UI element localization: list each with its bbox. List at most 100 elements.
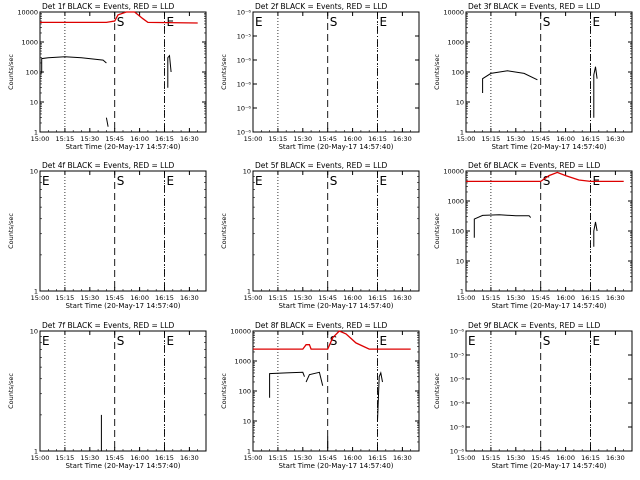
x-tick-label: 15:15 — [56, 294, 75, 302]
x-tick-label: 16:30 — [393, 454, 412, 462]
marker-label-e: E — [42, 174, 50, 188]
x-axis-label: Start Time (20-May-17 14:57:40) — [65, 143, 180, 151]
x-tick-label: 15:15 — [269, 454, 288, 462]
marker-label-s: S — [330, 174, 338, 188]
panel-title: Det 2f BLACK = Events, RED = LLD — [255, 2, 388, 11]
x-tick-label: 15:45 — [531, 294, 550, 302]
y-tick-label: 1 — [247, 288, 251, 296]
y-axis-label: Counts/sec — [433, 54, 441, 90]
panel-title: Det 5f BLACK = Events, RED = LLD — [255, 161, 388, 170]
x-tick-label: 16:30 — [606, 294, 625, 302]
x-tick-label: 15:45 — [531, 454, 550, 462]
x-tick-label: 15:00 — [457, 294, 476, 302]
y-tick-label: 10⁻⁶ — [450, 400, 465, 408]
lld-series-line — [466, 171, 624, 183]
y-tick-label: 1 — [247, 448, 251, 456]
y-axis-label: Counts/sec — [7, 373, 15, 409]
y-tick-label: 100 — [452, 69, 464, 77]
y-tick-label: 10⁻⁶ — [450, 376, 465, 384]
events-series-line — [482, 70, 538, 93]
x-tick-label: 15:00 — [244, 135, 263, 143]
x-tick-label: 16:30 — [180, 454, 199, 462]
y-axis-label: Counts/sec — [433, 373, 441, 409]
x-tick-label: 16:15 — [581, 454, 600, 462]
marker-label-e: E — [42, 334, 50, 348]
marker-label-e: E — [255, 15, 263, 29]
x-tick-label: 16:15 — [581, 135, 600, 143]
y-tick-label: 1 — [460, 288, 464, 296]
y-tick-label: 10000 — [230, 328, 251, 336]
marker-label-s: S — [330, 334, 338, 348]
y-tick-label: 1000 — [234, 358, 251, 366]
y-tick-label: 10⁻⁵ — [450, 352, 465, 360]
y-tick-label: 10⁻⁶ — [237, 81, 252, 89]
x-tick-label: 15:15 — [56, 135, 75, 143]
events-series-line — [305, 371, 324, 386]
y-tick-label: 10 — [456, 99, 464, 107]
y-tick-label: 1 — [460, 129, 464, 137]
panel-title: Det 1f BLACK = Events, RED = LLD — [42, 2, 175, 11]
y-tick-label: 10000 — [443, 168, 464, 176]
y-tick-label: 10 — [30, 99, 38, 107]
panel-title: Det 6f BLACK = Events, RED = LLD — [468, 161, 601, 170]
x-axis-label: Start Time (20-May-17 14:57:40) — [278, 302, 393, 310]
x-tick-label: 16:00 — [130, 135, 149, 143]
x-tick-label: 16:30 — [393, 135, 412, 143]
x-tick-label: 15:45 — [105, 135, 124, 143]
x-tick-label: 16:15 — [155, 454, 174, 462]
y-axis-label: Counts/sec — [7, 54, 15, 90]
y-tick-label: 10 — [30, 328, 38, 336]
x-tick-label: 15:45 — [105, 454, 124, 462]
y-axis-label: Counts/sec — [220, 373, 228, 409]
x-tick-label: 15:45 — [105, 294, 124, 302]
panel-det-5: Det 5f BLACK = Events, RED = LLD Counts/s… — [220, 161, 420, 310]
events-series-line — [167, 54, 172, 88]
y-tick-label: 1000 — [21, 39, 38, 47]
marker-label-s: S — [543, 15, 551, 29]
marker-label-e: E — [593, 15, 601, 29]
y-tick-label: 1 — [34, 129, 38, 137]
y-tick-label: 10⁻⁶ — [237, 129, 252, 137]
marker-label-e: E — [167, 334, 175, 348]
x-tick-label: 16:00 — [130, 294, 149, 302]
y-tick-label: 10⁻⁶ — [450, 328, 465, 336]
marker-label-e: E — [468, 334, 476, 348]
y-tick-label: 1 — [34, 288, 38, 296]
x-tick-label: 16:30 — [393, 294, 412, 302]
y-tick-label: 10⁻⁶ — [237, 105, 252, 113]
x-tick-label: 16:15 — [368, 294, 387, 302]
x-tick-label: 16:30 — [180, 135, 199, 143]
x-tick-label: 16:00 — [556, 454, 575, 462]
y-tick-label: 1 — [34, 448, 38, 456]
marker-label-e: E — [380, 174, 388, 188]
x-tick-label: 16:30 — [606, 135, 625, 143]
panel-det-9: Det 9f BLACK = Events, RED = LLD Counts/s… — [433, 321, 633, 470]
marker-label-s: S — [330, 15, 338, 29]
x-tick-label: 16:15 — [581, 294, 600, 302]
marker-label-s: S — [543, 174, 551, 188]
x-tick-label: 15:00 — [457, 454, 476, 462]
panel-det-8: Det 8f BLACK = Events, RED = LLD Counts/s… — [220, 321, 420, 470]
y-axis-label: Counts/sec — [220, 54, 228, 90]
panel-title: Det 7f BLACK = Events, RED = LLD — [42, 321, 175, 330]
lld-series-line — [40, 11, 198, 24]
marker-label-e: E — [380, 334, 388, 348]
x-tick-label: 15:30 — [80, 454, 99, 462]
y-tick-label: 1000 — [447, 198, 464, 206]
marker-label-e: E — [167, 15, 175, 29]
x-tick-label: 15:30 — [293, 294, 312, 302]
x-tick-label: 15:45 — [318, 135, 337, 143]
events-series-line — [593, 66, 598, 118]
y-tick-label: 10000 — [443, 9, 464, 17]
panel-title: Det 9f BLACK = Events, RED = LLD — [468, 321, 601, 330]
y-tick-label: 100 — [239, 388, 251, 396]
panel-title: Det 4f BLACK = Events, RED = LLD — [42, 161, 175, 170]
panel-title: Det 3f BLACK = Events, RED = LLD — [468, 2, 601, 11]
marker-label-e: E — [380, 15, 388, 29]
y-tick-label: 10 — [30, 168, 38, 176]
x-tick-label: 15:15 — [482, 454, 501, 462]
x-tick-label: 16:00 — [343, 294, 362, 302]
events-series-line — [269, 371, 305, 398]
y-axis-label: Counts/sec — [220, 213, 228, 249]
y-tick-label: 10 — [243, 168, 251, 176]
